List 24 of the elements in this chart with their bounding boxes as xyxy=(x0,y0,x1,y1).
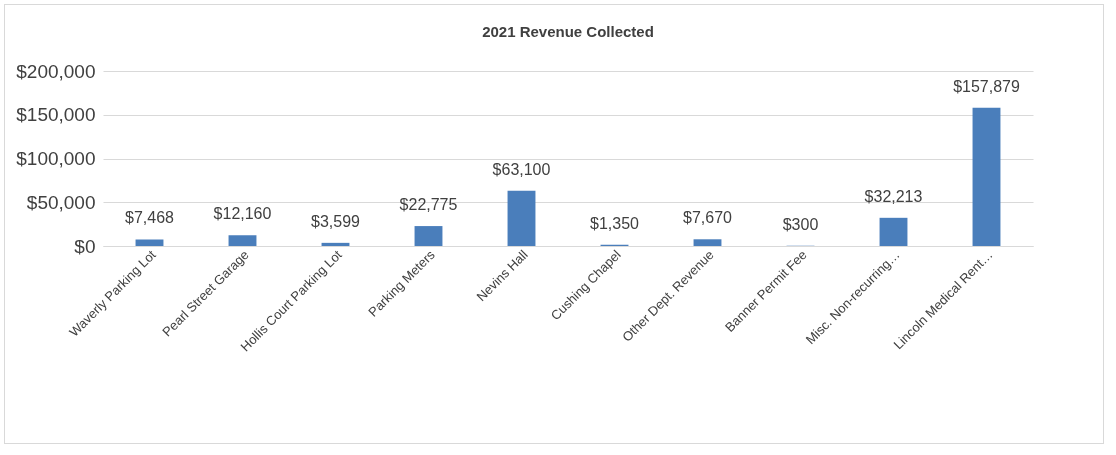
bar xyxy=(507,190,536,246)
data-label: $300 xyxy=(782,215,819,233)
data-label: $3,599 xyxy=(311,212,361,230)
chart-title: 2021 Revenue Collected xyxy=(482,23,654,40)
data-label: $32,213 xyxy=(864,187,923,205)
bar xyxy=(879,217,908,246)
data-label: $22,775 xyxy=(399,196,458,214)
data-label: $7,468 xyxy=(125,209,175,227)
y-tick-label: $0 xyxy=(74,235,96,257)
bar xyxy=(321,242,350,246)
y-tick-label: $100,000 xyxy=(16,148,96,169)
y-tick-label: $200,000 xyxy=(16,60,96,82)
bar xyxy=(228,235,257,246)
bar xyxy=(972,107,1001,246)
bar xyxy=(135,239,164,246)
data-label: $1,350 xyxy=(590,214,640,232)
data-label: $7,670 xyxy=(683,209,733,227)
y-tick-label: $50,000 xyxy=(26,191,96,213)
bar xyxy=(414,226,443,246)
data-label: $12,160 xyxy=(213,205,272,223)
y-tick-label: $150,000 xyxy=(16,104,96,126)
bar xyxy=(693,239,722,246)
data-label: $63,100 xyxy=(492,160,551,178)
data-label: $157,879 xyxy=(953,77,1020,95)
